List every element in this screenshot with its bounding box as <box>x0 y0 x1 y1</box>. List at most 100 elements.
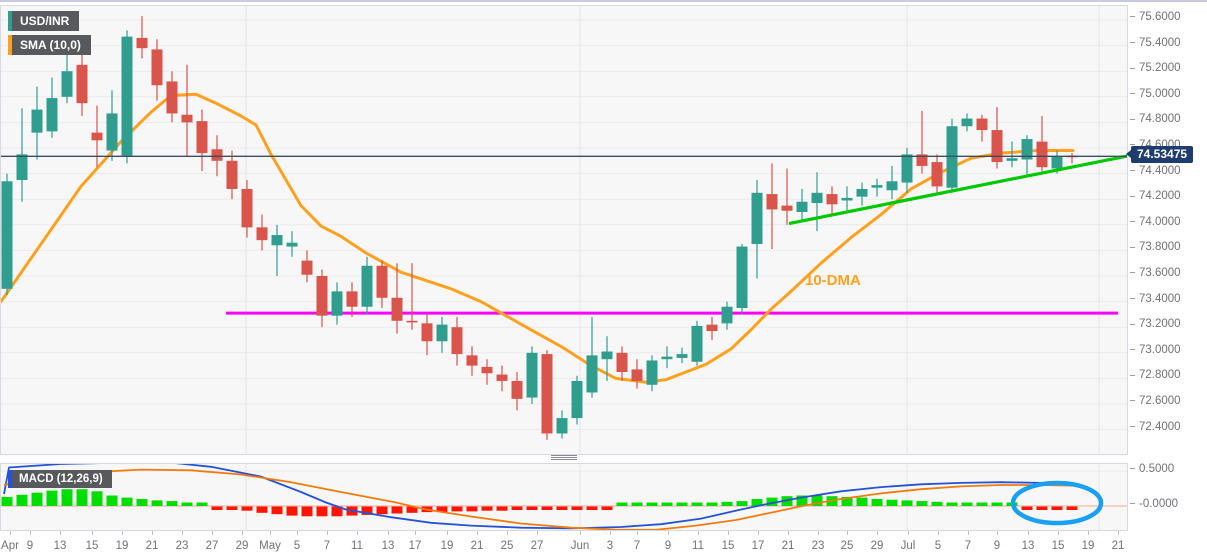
macd-histogram-bar <box>121 497 133 506</box>
macd-panel[interactable] <box>0 463 1128 531</box>
candle-body <box>676 354 688 358</box>
macd-histogram-bar <box>646 502 658 506</box>
macd-histogram-bar <box>211 506 223 510</box>
candle-body <box>1 181 13 289</box>
macd-histogram-bar <box>106 495 118 506</box>
macd-histogram-bar <box>811 495 823 506</box>
candle-body <box>481 366 493 374</box>
macd-histogram-bar <box>241 506 253 511</box>
candle-body <box>76 64 88 104</box>
candle-body <box>1021 139 1033 160</box>
time-axis-label: 21 <box>1111 540 1125 552</box>
macd-histogram-bar <box>946 502 958 506</box>
candle-body <box>211 149 223 161</box>
time-axis-label: 7 <box>964 540 972 552</box>
price-chart-canvas[interactable] <box>1 6 1127 454</box>
macd-histogram-bar <box>361 506 373 515</box>
time-axis-label: 21 <box>781 540 795 552</box>
candle-body <box>616 352 628 372</box>
symbol-legend-badge[interactable]: USD/INR <box>8 11 80 31</box>
candle-body <box>826 194 838 205</box>
macd-histogram-bar <box>901 500 913 506</box>
price-axis-label: 74.0000 <box>1130 216 1181 228</box>
time-axis-label: 29 <box>870 540 884 552</box>
macd-histogram-bar <box>586 506 598 510</box>
time-axis-tick <box>182 531 183 535</box>
candle-body <box>751 192 763 244</box>
highlight-ellipse-annotation[interactable] <box>1010 480 1104 526</box>
time-axis-label: 9 <box>26 540 34 552</box>
time-axis-tick <box>10 531 11 535</box>
time-axis-label: 15 <box>721 540 735 552</box>
candle-body <box>721 306 733 324</box>
candle-body <box>631 369 643 381</box>
macd-histogram-bar <box>91 491 103 506</box>
candle-body <box>571 380 583 419</box>
time-axis-tick <box>1028 531 1029 535</box>
time-axis-tick <box>698 531 699 535</box>
time-axis-tick <box>938 531 939 535</box>
time-axis-label: 7 <box>323 540 331 552</box>
macd-histogram-bar <box>1036 506 1048 510</box>
candle-body <box>121 36 133 156</box>
time-axis[interactable]: Apr 9 13 15 19 21 23 27 29 May 5 7 11 13 17 19 21 25 27 Jun… <box>0 531 1128 555</box>
time-axis-tick <box>388 531 389 535</box>
time-axis-tick <box>728 531 729 535</box>
time-axis-tick <box>297 531 298 535</box>
macd-histogram-bar <box>376 506 388 515</box>
macd-histogram-bar <box>391 506 403 514</box>
candle-body <box>976 118 988 131</box>
time-axis-tick <box>152 531 153 535</box>
candle-body <box>661 356 673 360</box>
candle-body <box>151 49 163 86</box>
candle-body <box>601 351 613 360</box>
candle-body <box>841 197 853 201</box>
candle-body <box>406 320 418 323</box>
sma-indicator-badge[interactable]: SMA (10,0) <box>8 35 91 55</box>
time-axis-label: 7 <box>633 540 641 552</box>
candle-body <box>316 276 328 316</box>
candle-body <box>196 121 208 154</box>
macd-histogram-bar <box>556 506 568 510</box>
macd-histogram-bar <box>736 501 748 506</box>
time-axis-label: 25 <box>500 540 514 552</box>
candle-body <box>181 114 193 123</box>
macd-indicator-badge[interactable]: MACD (12,26,9) <box>8 470 112 488</box>
candle-body <box>451 327 463 355</box>
macd-histogram-bar <box>511 506 523 510</box>
time-axis-label: 19 <box>440 540 454 552</box>
macd-histogram-bar <box>961 502 973 506</box>
time-axis-label: Jul <box>900 540 916 552</box>
time-axis-label: 19 <box>115 540 129 552</box>
time-axis-label: 21 <box>470 540 484 552</box>
candle-body <box>391 297 403 321</box>
candle-body <box>961 118 973 127</box>
macd-histogram-bar <box>601 506 613 510</box>
candle-body <box>46 98 58 132</box>
time-axis-tick <box>877 531 878 535</box>
candle-body <box>256 227 268 241</box>
time-axis-label: 13 <box>1021 540 1035 552</box>
price-chart-panel[interactable] <box>0 5 1128 455</box>
time-axis-tick <box>997 531 998 535</box>
time-axis-label: 15 <box>1051 540 1065 552</box>
macd-histogram-bar <box>841 496 853 506</box>
time-axis-tick <box>357 531 358 535</box>
macd-canvas[interactable] <box>1 464 1127 530</box>
macd-histogram-bar <box>151 500 163 506</box>
price-axis-label: 73.4000 <box>1130 293 1181 305</box>
macd-histogram-bar <box>286 506 298 516</box>
time-axis-tick <box>212 531 213 535</box>
candle-body <box>766 194 778 210</box>
panel-resize-handle[interactable] <box>551 453 577 462</box>
price-axis-label: 74.2000 <box>1130 190 1181 202</box>
price-axis[interactable]: 75.6000 75.4000 75.2000 75.0000 74.8000 74.60… <box>1128 2 1207 555</box>
candle-body <box>61 71 73 97</box>
macd-histogram-bar <box>931 501 943 506</box>
candle-body <box>556 418 568 434</box>
time-axis-tick <box>537 531 538 535</box>
price-axis-label: 75.4000 <box>1130 37 1181 49</box>
macd-histogram-bar <box>316 506 328 517</box>
price-axis-label: 73.0000 <box>1130 344 1181 356</box>
price-axis-label: 74.4000 <box>1130 165 1181 177</box>
